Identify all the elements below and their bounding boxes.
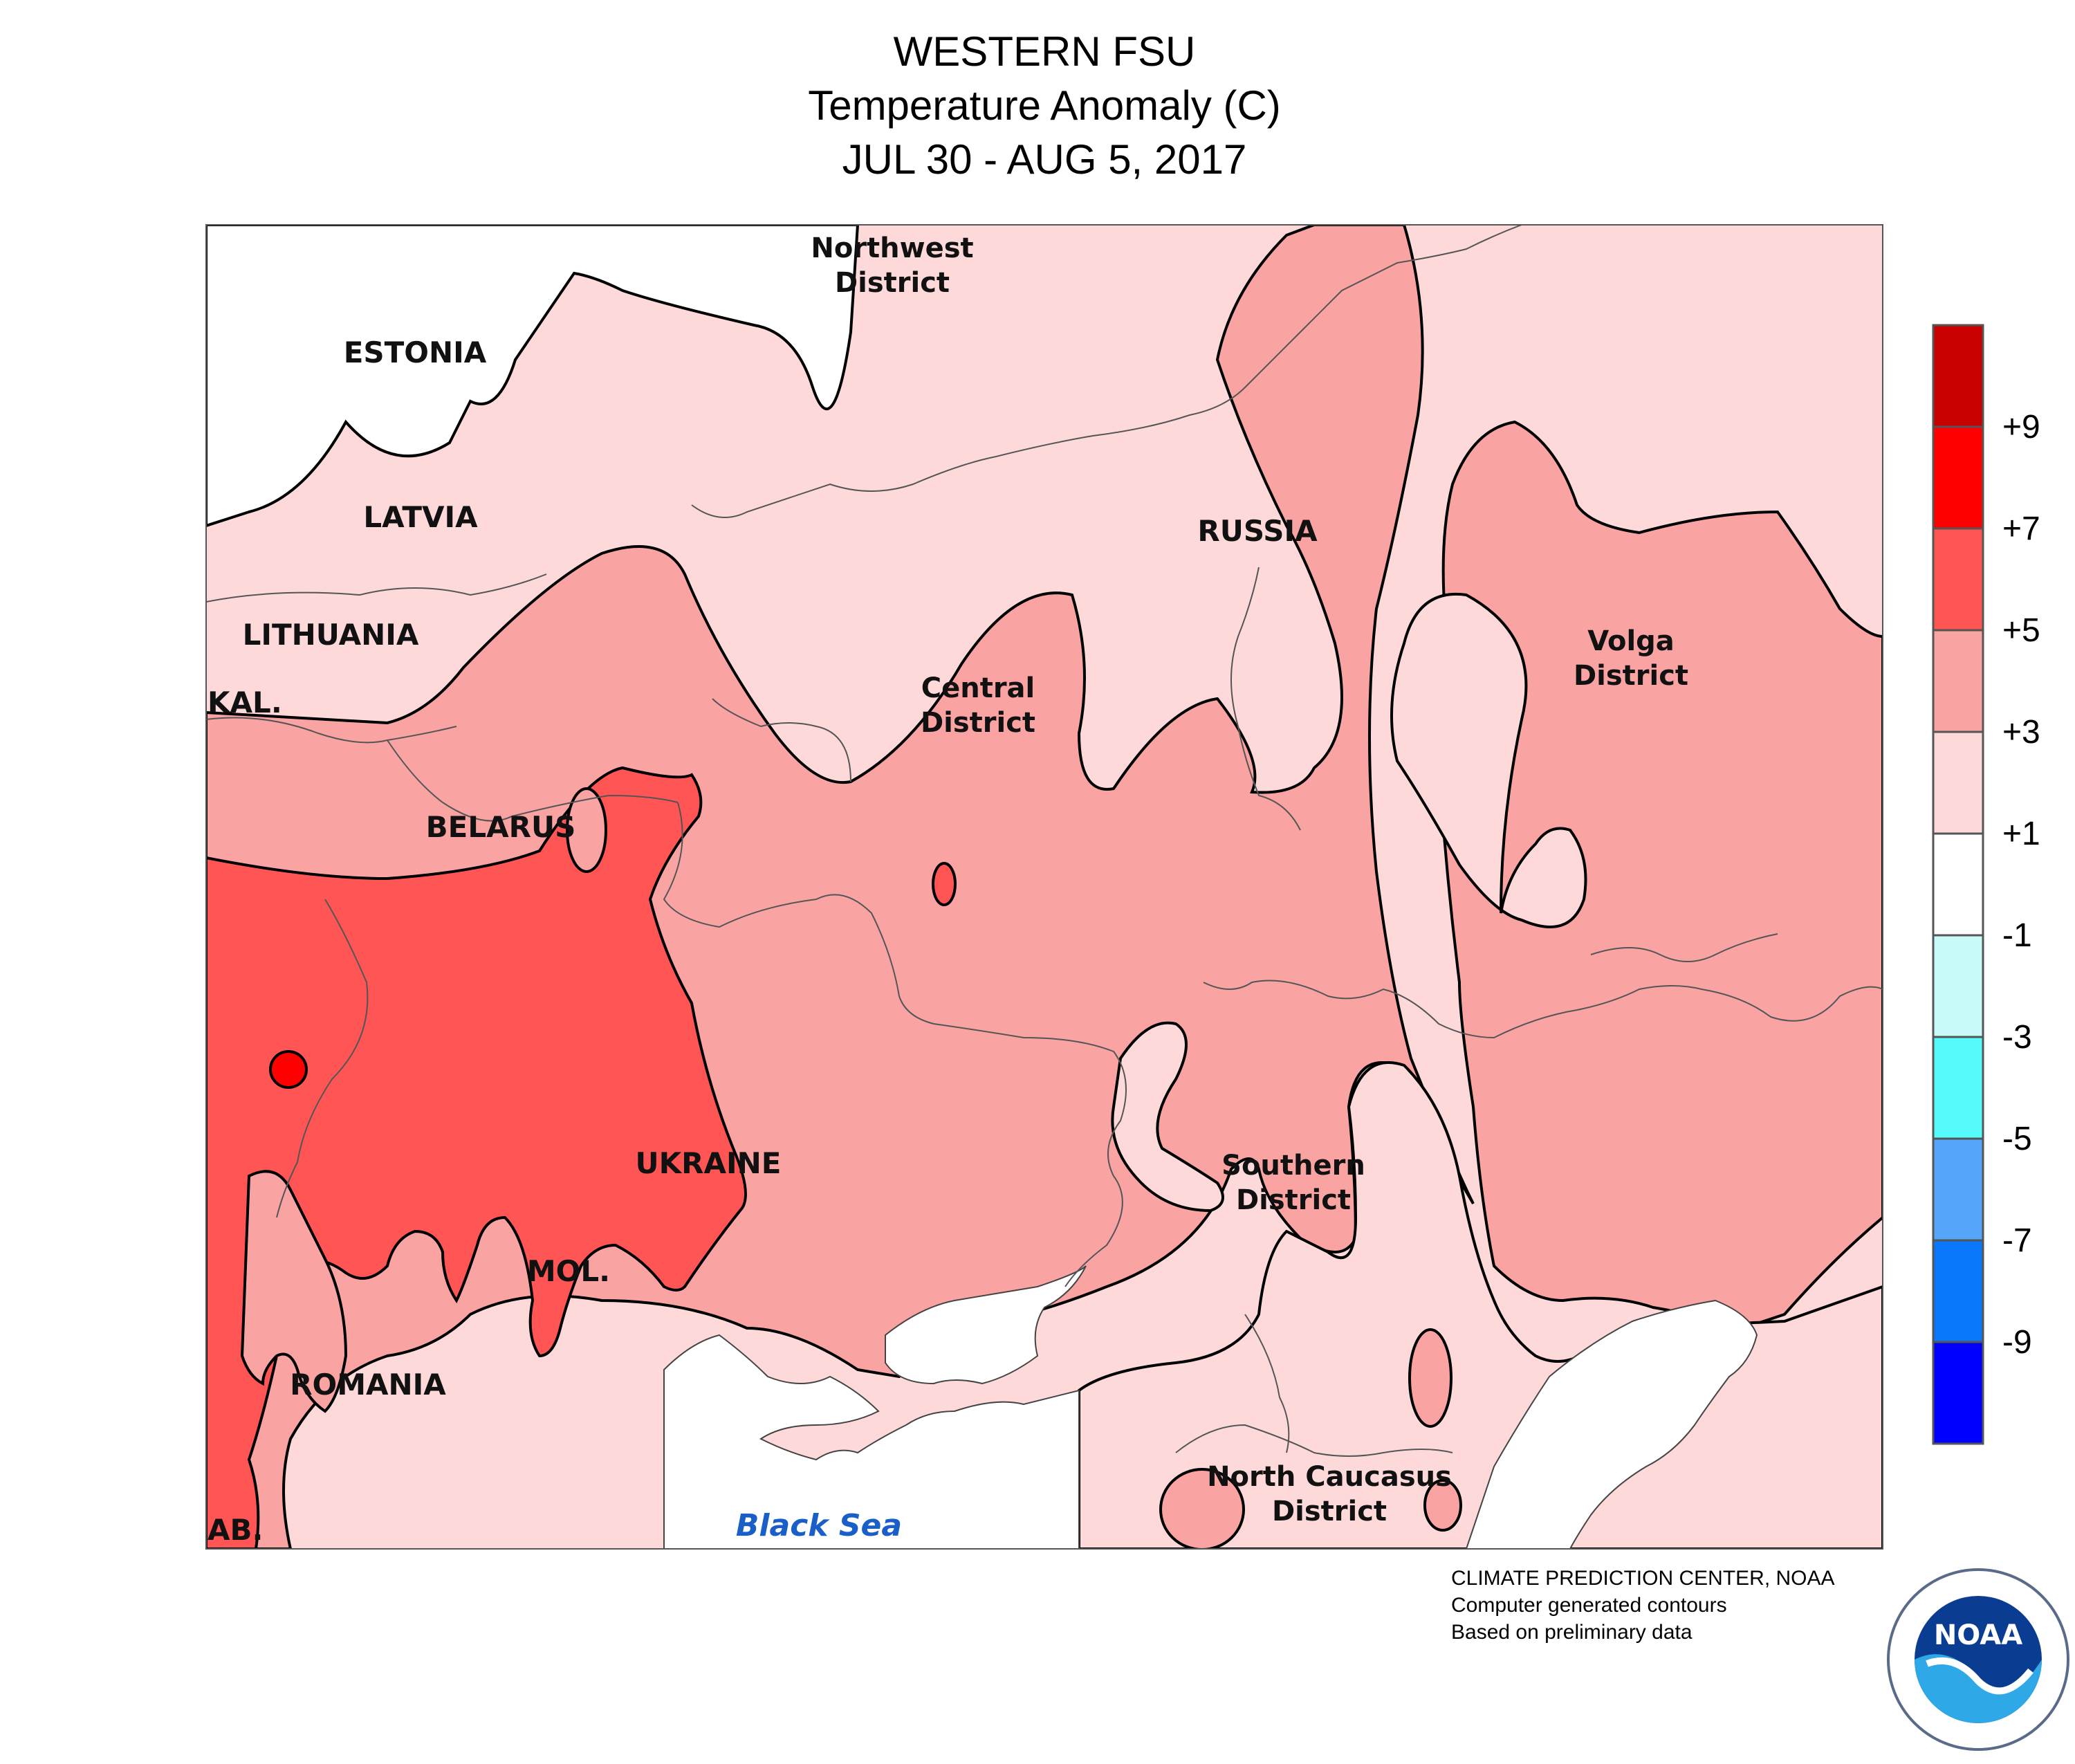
- anomaly-zone-5-7: [206, 766, 747, 1549]
- label-russia: RUSSIA: [1197, 514, 1318, 548]
- title-line-3: JUL 30 - AUG 5, 2017: [842, 136, 1247, 183]
- legend-label: -9: [2002, 1324, 2032, 1361]
- anomaly-spot-7-9: [269, 1050, 308, 1089]
- credit-block: CLIMATE PREDICTION CENTER, NOAA Computer…: [1451, 1565, 1835, 1646]
- legend-swatch: [1932, 731, 1984, 835]
- label-mol: MOL.: [527, 1254, 610, 1288]
- label-central-1: Central: [921, 672, 1035, 704]
- credit-line-2: Computer generated contours: [1451, 1594, 1727, 1617]
- sea-of-azov: [885, 1265, 1087, 1385]
- anomaly-spot-caucasus-3: [1423, 1479, 1462, 1532]
- label-lithuania: LITHUANIA: [243, 618, 419, 652]
- legend-label: -7: [2002, 1222, 2032, 1259]
- label-black-sea: Black Sea: [736, 1508, 902, 1543]
- legend-label: -5: [2002, 1121, 2032, 1157]
- black-sea: [663, 1334, 1080, 1549]
- credit-line-3: Based on preliminary data: [1451, 1621, 1693, 1644]
- legend-swatch: [1932, 1239, 1984, 1343]
- legend-swatch: [1932, 1137, 1984, 1242]
- label-southern-2: District: [1236, 1184, 1351, 1216]
- label-belarus: BELARUS: [426, 810, 576, 844]
- label-latvia: LATVIA: [363, 500, 478, 534]
- label-volga-1: Volga: [1587, 625, 1675, 657]
- label-volga-2: District: [1574, 660, 1688, 692]
- label-central-2: District: [921, 707, 1035, 739]
- map-frame: [205, 224, 1883, 1550]
- label-northwest-1: Northwest: [811, 232, 973, 264]
- legend-swatch: [1932, 934, 1984, 1038]
- noaa-logo-text: NOAA: [1934, 1619, 2022, 1651]
- label-ukraine: UKRAINE: [636, 1146, 782, 1180]
- anomaly-zone-1-3-volga-bubble: [1390, 592, 1587, 928]
- legend-label: +9: [2002, 409, 2040, 445]
- legend-swatch: [1932, 629, 1984, 733]
- legend-swatch: [1932, 425, 1984, 530]
- anomaly-spot-caucasus-2: [1159, 1468, 1245, 1549]
- credit-line-1: CLIMATE PREDICTION CENTER, NOAA: [1451, 1567, 1835, 1590]
- legend-swatch: [1932, 832, 1984, 937]
- legend-swatch: [1932, 1341, 1984, 1445]
- anomaly-zone-1-3-bubble-2: [1111, 1021, 1224, 1213]
- caspian-sea: [1465, 1299, 1758, 1549]
- legend-label: -1: [2002, 917, 2032, 954]
- legend: +9 +7 +5 +3 +1 -1 -3 -5 -7 -9: [1932, 324, 2040, 1445]
- label-romania: ROMANIA: [290, 1368, 446, 1402]
- title-line-1: WESTERN FSU: [893, 28, 1196, 75]
- legend-label: -3: [2002, 1019, 2032, 1056]
- label-estonia: ESTONIA: [344, 336, 487, 369]
- map-title-block: WESTERN FSU Temperature Anomaly (C) JUL …: [208, 25, 1881, 187]
- label-southern-1: Southern: [1221, 1150, 1365, 1182]
- anomaly-hole-belarus: [566, 787, 607, 873]
- near-normal-zone-baltic: [206, 225, 860, 528]
- anomaly-hole-romania: [240, 1170, 348, 1413]
- border-lines: [206, 225, 1883, 1457]
- anomaly-spot-caucasus-1: [1408, 1328, 1452, 1428]
- legend-swatch: [1932, 324, 1984, 428]
- label-north-caucasus-2: District: [1272, 1496, 1387, 1527]
- legend-label: +5: [2002, 612, 2040, 649]
- legend-swatch: [1932, 527, 1984, 632]
- label-ab: AB.: [208, 1513, 263, 1547]
- title-line-2: Temperature Anomaly (C): [808, 82, 1281, 129]
- label-northwest-2: District: [835, 267, 950, 299]
- legend-label: +3: [2002, 714, 2040, 751]
- label-kal: KAL.: [208, 686, 282, 719]
- legend-swatch: [1932, 1036, 1984, 1140]
- noaa-logo: NOAA: [1887, 1568, 2069, 1751]
- legend-label: +1: [2002, 816, 2040, 852]
- map-field: [206, 225, 1883, 1549]
- anomaly-spot-central: [932, 862, 957, 906]
- legend-label: +7: [2002, 511, 2040, 547]
- label-north-caucasus-1: North Caucasus: [1207, 1461, 1452, 1493]
